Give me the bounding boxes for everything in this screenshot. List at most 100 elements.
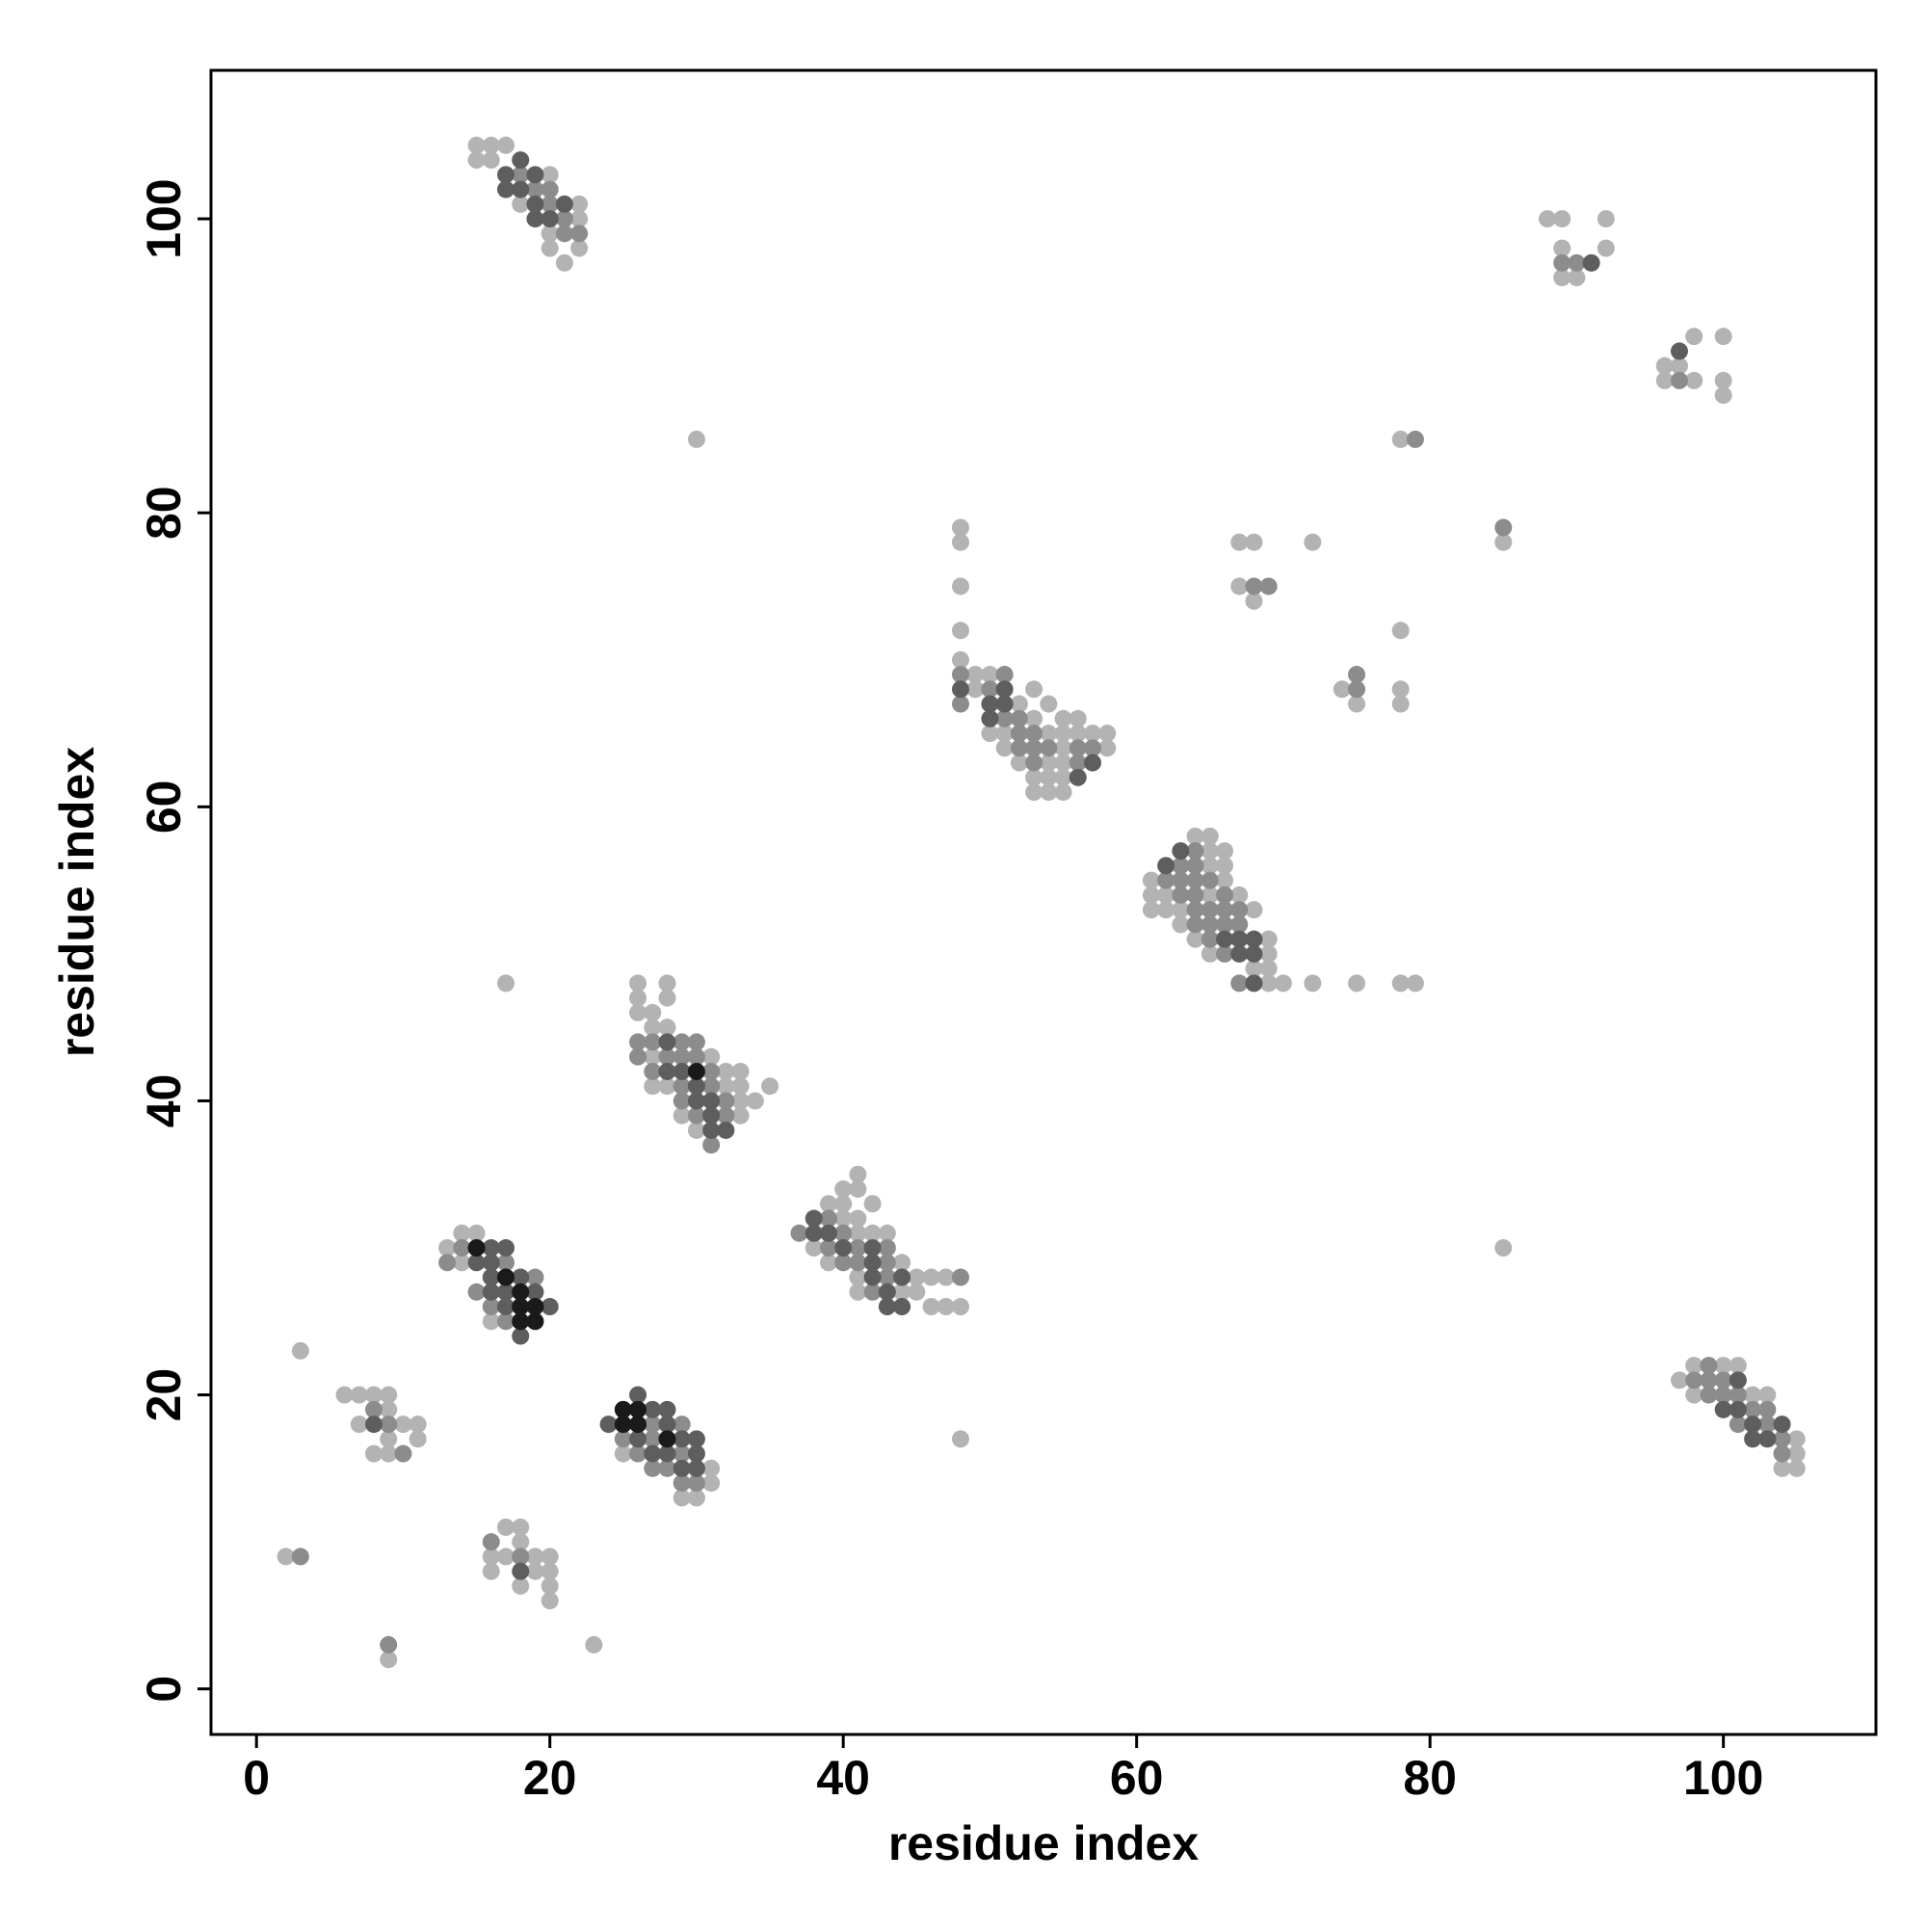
point bbox=[482, 1268, 500, 1286]
point bbox=[1172, 842, 1190, 860]
point bbox=[1406, 974, 1424, 992]
point bbox=[1714, 371, 1732, 389]
point bbox=[922, 1298, 940, 1316]
point bbox=[497, 1283, 515, 1301]
point bbox=[497, 1298, 515, 1316]
point bbox=[1391, 680, 1410, 699]
point bbox=[717, 1092, 735, 1110]
point bbox=[951, 622, 969, 640]
point bbox=[1040, 725, 1058, 743]
point bbox=[1553, 269, 1571, 287]
point bbox=[1245, 901, 1263, 919]
y-tick-label: 100 bbox=[137, 178, 191, 258]
point bbox=[1216, 901, 1234, 919]
point bbox=[1201, 901, 1219, 919]
point bbox=[467, 1254, 486, 1272]
point bbox=[951, 577, 969, 595]
point bbox=[467, 1283, 486, 1301]
point bbox=[1670, 357, 1688, 375]
point bbox=[512, 1576, 530, 1595]
point bbox=[819, 1209, 837, 1228]
point bbox=[1040, 739, 1058, 757]
point bbox=[981, 695, 999, 713]
point bbox=[1172, 901, 1190, 919]
point bbox=[629, 1033, 647, 1051]
point bbox=[599, 1416, 618, 1434]
point bbox=[1729, 1416, 1747, 1434]
point bbox=[673, 1033, 691, 1051]
point bbox=[1230, 974, 1249, 992]
point bbox=[541, 180, 559, 198]
point bbox=[1069, 768, 1087, 786]
point bbox=[687, 1077, 705, 1096]
point bbox=[380, 1444, 398, 1463]
y-axis-label: residue index bbox=[50, 747, 104, 1058]
point bbox=[364, 1416, 383, 1434]
point bbox=[878, 1239, 896, 1257]
point bbox=[453, 1254, 471, 1272]
point bbox=[1758, 1416, 1777, 1434]
point bbox=[1773, 1430, 1791, 1448]
point bbox=[1186, 901, 1204, 919]
point bbox=[1201, 930, 1219, 948]
point bbox=[819, 1224, 837, 1242]
point bbox=[541, 195, 559, 213]
point bbox=[1348, 974, 1366, 992]
point bbox=[1186, 930, 1204, 948]
point bbox=[629, 1003, 647, 1021]
point bbox=[951, 1430, 969, 1448]
point bbox=[482, 151, 500, 170]
point bbox=[1274, 974, 1292, 992]
point bbox=[1025, 709, 1043, 728]
point bbox=[1230, 930, 1249, 948]
point bbox=[1744, 1400, 1762, 1418]
point bbox=[1494, 1239, 1513, 1257]
point bbox=[453, 1239, 471, 1257]
point bbox=[512, 1268, 530, 1286]
point bbox=[526, 1312, 544, 1331]
point bbox=[482, 1548, 500, 1566]
point bbox=[1729, 1371, 1747, 1389]
point bbox=[834, 1179, 853, 1198]
point bbox=[1744, 1430, 1762, 1448]
point bbox=[1054, 754, 1072, 772]
point bbox=[702, 1062, 721, 1080]
x-tick-label: 20 bbox=[523, 1751, 577, 1805]
point bbox=[526, 1283, 544, 1301]
point bbox=[614, 1444, 632, 1463]
point bbox=[995, 739, 1014, 757]
point bbox=[717, 1121, 735, 1139]
point bbox=[981, 725, 999, 743]
point bbox=[893, 1283, 911, 1301]
point bbox=[1773, 1444, 1791, 1463]
point bbox=[687, 1033, 705, 1051]
point bbox=[1157, 886, 1175, 904]
point bbox=[893, 1268, 911, 1286]
point bbox=[878, 1268, 896, 1286]
point bbox=[717, 1106, 735, 1125]
point bbox=[687, 1489, 705, 1507]
y-tick-label: 20 bbox=[137, 1368, 191, 1422]
point bbox=[1655, 371, 1674, 389]
point bbox=[702, 1092, 721, 1110]
point bbox=[1245, 974, 1263, 992]
point bbox=[629, 1430, 647, 1448]
point bbox=[335, 1386, 354, 1404]
point bbox=[526, 195, 544, 213]
point bbox=[1069, 709, 1087, 728]
point bbox=[834, 1254, 853, 1272]
point bbox=[482, 1562, 500, 1580]
point bbox=[702, 1047, 721, 1066]
point bbox=[849, 1283, 867, 1301]
point bbox=[482, 1533, 500, 1551]
point bbox=[1186, 915, 1204, 934]
point bbox=[644, 1033, 662, 1051]
point bbox=[526, 1562, 544, 1580]
point bbox=[1582, 253, 1600, 272]
point bbox=[555, 195, 573, 213]
point bbox=[1216, 842, 1234, 860]
point bbox=[1245, 592, 1263, 610]
point bbox=[1230, 944, 1249, 963]
point bbox=[467, 1224, 486, 1242]
point bbox=[1040, 768, 1058, 786]
